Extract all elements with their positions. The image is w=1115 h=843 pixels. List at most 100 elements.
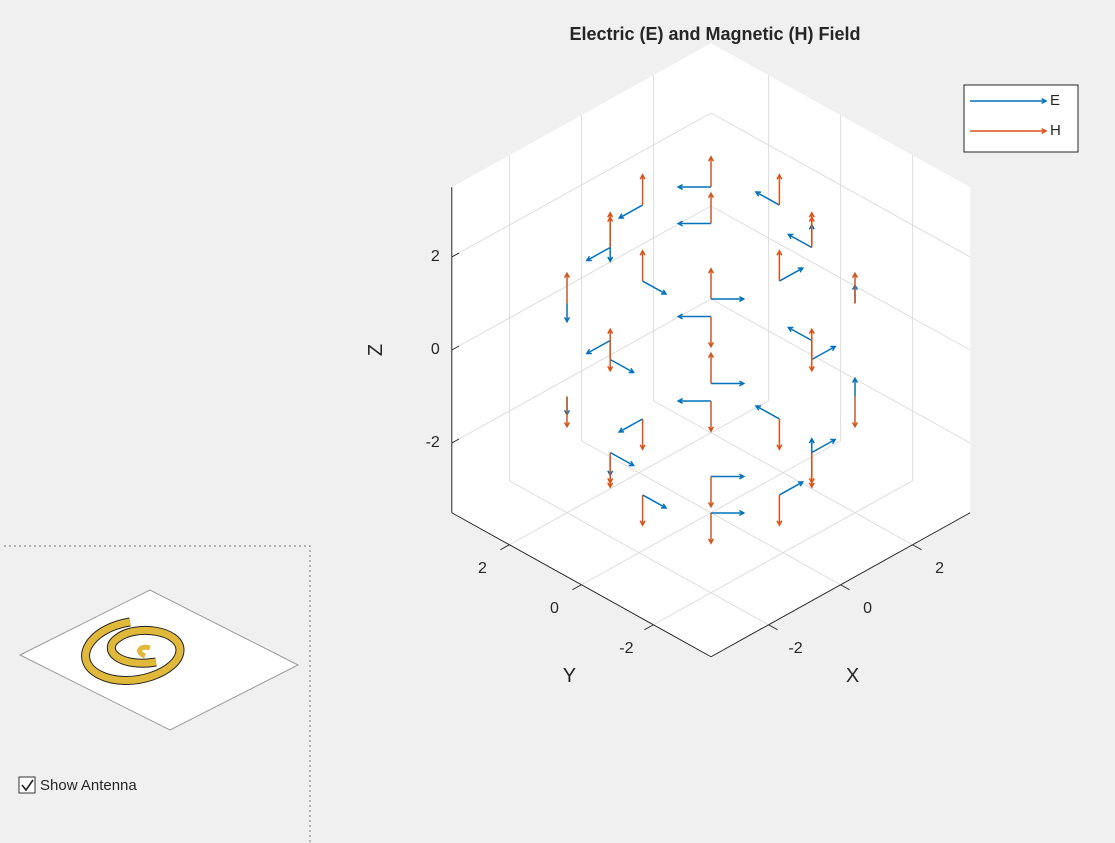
grid-line (509, 400, 769, 546)
x-tick-label: -2 (788, 640, 802, 657)
field-arrow (617, 204, 643, 219)
y-tick-label: 0 (550, 600, 559, 617)
field-arrow (754, 405, 780, 420)
field-arrow (707, 267, 715, 300)
field-arrow (776, 418, 783, 451)
field-arrow (609, 451, 635, 467)
field-arrow (607, 340, 614, 373)
y-tick-label: -2 (619, 640, 633, 657)
field-arrow (776, 249, 783, 282)
field-arrow (707, 316, 715, 349)
x-tick (912, 544, 922, 551)
plot-area: -2 0 2 -2 0 2 -2 0 2 X Y Z (365, 43, 971, 687)
legend: EH (963, 84, 1079, 153)
field-arrow (563, 271, 571, 304)
field-arrow (711, 473, 746, 480)
legend-label: H (1050, 122, 1061, 139)
field-arrow (563, 396, 571, 429)
legend-label: E (1050, 92, 1060, 109)
field-arrow (707, 155, 715, 188)
field-arrow (607, 215, 614, 248)
field-arrow (808, 215, 815, 248)
x-tick-label: 2 (935, 560, 944, 577)
field-arrow (676, 220, 711, 227)
field-arrow (617, 418, 643, 433)
field-arrow (639, 249, 646, 282)
field-arrow (811, 345, 837, 361)
field-arrow (676, 183, 711, 191)
field-arrow (676, 397, 711, 405)
legend-box (963, 84, 1079, 153)
field-arrow (707, 191, 715, 224)
x-tick (768, 624, 778, 631)
field-arrow (607, 456, 614, 489)
y-tick (644, 624, 654, 631)
grid-line (710, 205, 971, 351)
field-arrow (639, 418, 646, 451)
field-arrow (563, 303, 571, 324)
z-tick (451, 438, 460, 444)
field-arrow (707, 476, 715, 509)
grid-line (451, 112, 712, 258)
field-arrow (811, 438, 837, 454)
y-tick (500, 544, 510, 551)
y-tick (572, 584, 582, 591)
z-tick-label: 2 (431, 248, 440, 265)
field-arrow (851, 271, 859, 304)
field-arrow (711, 380, 746, 387)
field-arrow (707, 351, 715, 384)
field-arrow (707, 400, 715, 433)
panel-border (4, 545, 311, 843)
z-tick (451, 252, 460, 258)
x-tick-label: 0 (863, 600, 872, 617)
field-arrow (642, 280, 668, 295)
antenna-spiral-fill (82, 618, 184, 684)
field-arrow (676, 313, 711, 320)
grid-line (710, 298, 971, 444)
z-tick (451, 345, 460, 351)
field-arrow (776, 494, 783, 527)
antenna-ground (18, 589, 300, 731)
field-arrow (779, 267, 805, 282)
legend-swatch (970, 127, 1048, 135)
z-tick-label: 0 (431, 341, 440, 358)
checkbox-box[interactable] (18, 776, 36, 794)
field-arrow (585, 246, 611, 262)
field-arrow (609, 358, 635, 374)
field-arrow (639, 494, 646, 527)
x-axis-label: X (846, 665, 859, 687)
y-axis-label: Y (563, 665, 576, 687)
field-arrow (754, 191, 780, 206)
legend-swatch (970, 97, 1048, 105)
y-tick-label: 2 (478, 560, 487, 577)
grid-line (451, 298, 712, 444)
field-arrow (787, 326, 813, 342)
field-arrow (711, 509, 746, 517)
z-tick-label: -2 (426, 434, 440, 451)
field-arrow (707, 512, 715, 545)
x-tick (840, 584, 850, 591)
field-arrow (851, 396, 859, 429)
antenna-panel: Show Antenna (4, 545, 311, 843)
field-arrow (779, 481, 805, 496)
checkbox[interactable]: Show Antenna (18, 776, 137, 794)
checkbox-label[interactable]: Show Antenna (40, 777, 137, 794)
field-arrow (787, 233, 813, 249)
field-arrow (808, 456, 815, 489)
field-arrow (585, 339, 611, 355)
quiver-series (563, 183, 859, 517)
field-arrow (711, 295, 746, 303)
grid-line (451, 205, 712, 351)
chart-title: Electric (E) and Magnetic (H) Field (569, 24, 860, 44)
z-axis-label: Z (365, 344, 387, 356)
field-arrow (776, 173, 783, 206)
grid-line (710, 112, 971, 258)
field-arrow (639, 173, 646, 206)
quiver-series (563, 155, 859, 545)
checkbox-check (21, 779, 34, 792)
grid-line (653, 480, 913, 626)
field-arrow (642, 494, 668, 509)
field-arrow (851, 376, 859, 397)
field-arrow (808, 340, 815, 373)
